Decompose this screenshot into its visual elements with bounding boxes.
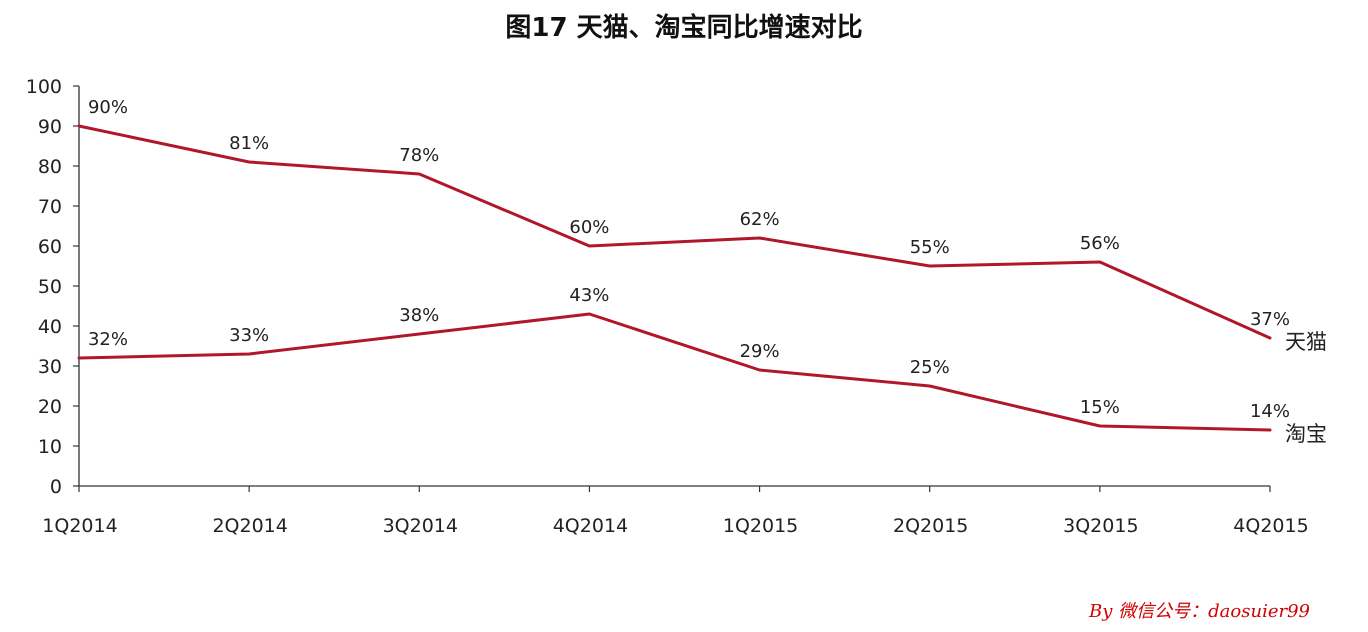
data-label: 14% xyxy=(1250,401,1290,422)
series-line xyxy=(77,312,1272,432)
data-label: 32% xyxy=(88,329,128,350)
data-label: 15% xyxy=(1080,397,1120,418)
axes: 0 10 20 30 40 50 60 70 80 90 100 1Q2014 2Q2014 3Q2014… xyxy=(26,76,1309,537)
x-tick-label: 1Q2015 xyxy=(723,515,798,537)
watermark: By 微信公号：daosuier99 xyxy=(1089,601,1310,622)
y-tick-label: 10 xyxy=(38,436,62,458)
x-tick-label: 2Q2015 xyxy=(893,515,968,537)
y-tick-label: 80 xyxy=(38,156,62,178)
data-label: 55% xyxy=(910,237,950,258)
data-label: 33% xyxy=(229,325,269,346)
data-label: 90% xyxy=(88,97,128,118)
y-tick-label: 40 xyxy=(38,316,62,338)
x-tick-label: 4Q2014 xyxy=(553,515,628,537)
y-tick-label: 50 xyxy=(38,276,62,298)
series-lines xyxy=(77,124,1272,432)
y-tick-label: 60 xyxy=(38,236,62,258)
series-line xyxy=(77,124,1272,340)
series-name-label: 天猫 xyxy=(1285,330,1327,354)
data-labels: 90% 81% 78% 60% 62% 55% 56% 37%天猫 32% 33% 38% 43% 29… xyxy=(88,97,1327,446)
x-tick-label: 3Q2014 xyxy=(383,515,458,537)
x-tick-label: 2Q2014 xyxy=(212,515,287,537)
data-label: 25% xyxy=(910,357,950,378)
data-label: 43% xyxy=(569,285,609,306)
series-name-label: 淘宝 xyxy=(1285,422,1327,446)
x-tick-label: 4Q2015 xyxy=(1233,515,1308,537)
data-label: 81% xyxy=(229,133,269,154)
y-tick-label: 20 xyxy=(38,396,62,418)
y-tick-label: 70 xyxy=(38,196,62,218)
x-tick-label: 1Q2014 xyxy=(42,515,117,537)
data-label: 60% xyxy=(569,217,609,238)
y-tick-label: 30 xyxy=(38,356,62,378)
data-label: 62% xyxy=(740,209,780,230)
data-label: 29% xyxy=(740,341,780,362)
y-tick-label: 0 xyxy=(50,476,62,498)
data-label: 37% xyxy=(1250,309,1290,330)
y-tick-label: 100 xyxy=(26,76,62,98)
x-tick-label: 3Q2015 xyxy=(1063,515,1138,537)
y-tick-label: 90 xyxy=(38,116,62,138)
chart-title: 图17 天猫、淘宝同比增速对比 xyxy=(505,13,863,43)
data-label: 78% xyxy=(399,145,439,166)
data-label: 56% xyxy=(1080,233,1120,254)
data-label: 38% xyxy=(399,305,439,326)
